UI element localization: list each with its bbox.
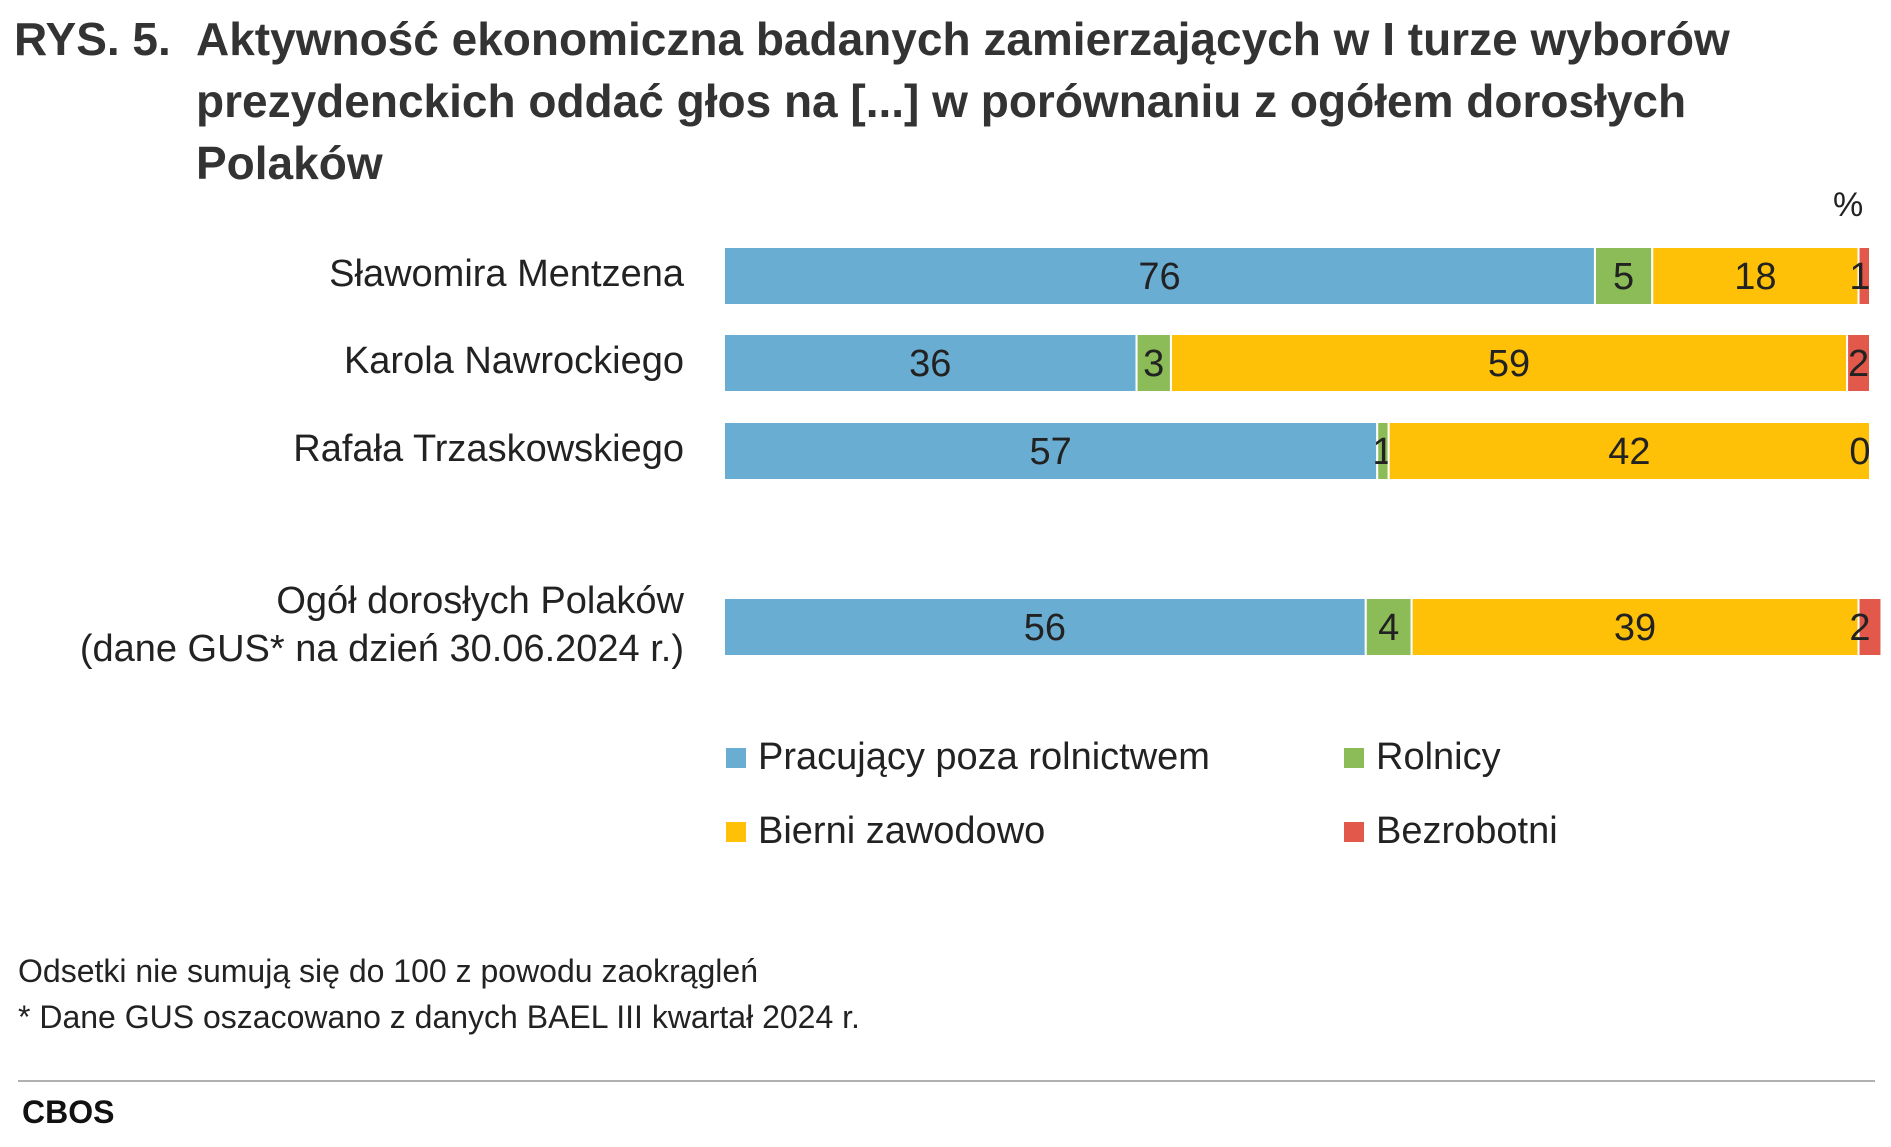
legend-swatch-1 bbox=[726, 747, 746, 768]
unit-label: % bbox=[1833, 186, 1864, 224]
bar-segment-4-3 bbox=[1410, 597, 1860, 657]
category-label-4-line-2: (dane GUS* na dzień 30.06.2024 r.) bbox=[79, 628, 684, 670]
source-label: CBOS bbox=[22, 1094, 115, 1130]
category-label-1-line-1: Sławomira Mentzena bbox=[329, 253, 684, 295]
note-gus-source: * Dane GUS oszacowano z danych BAEL III … bbox=[18, 999, 860, 1035]
bar-segment-2-2 bbox=[1135, 333, 1172, 393]
bar-segment-3-3 bbox=[1387, 421, 1872, 481]
note-rounding: Odsetki nie sumują się do 100 z powodu z… bbox=[18, 953, 758, 989]
data-label-2-1: 36 bbox=[909, 343, 951, 385]
legend-item-1: Pracujący poza rolnictwem bbox=[726, 736, 1210, 779]
legend-swatch-3 bbox=[726, 821, 746, 842]
stacked-bar-chart: 76 5 18 136 3 59 257 1 42 056 4 39 2 bbox=[723, 246, 1883, 657]
data-label-4-2: 4 bbox=[1378, 607, 1399, 649]
data-label-2-4: 2 bbox=[1848, 343, 1869, 385]
category-label-2: Karola Nawrockiego bbox=[344, 337, 684, 385]
bar-segment-2-3 bbox=[1169, 333, 1849, 393]
category-label-2-line-1: Karola Nawrockiego bbox=[343, 340, 684, 382]
category-label-3: Rafała Trzaskowskiego bbox=[293, 425, 684, 473]
data-label-1-4: 1 bbox=[1849, 256, 1870, 298]
bar-segment-4-4 bbox=[1857, 597, 1883, 657]
category-label-1: Sławomira Mentzena bbox=[329, 250, 684, 298]
bar-segment-1-3 bbox=[1651, 246, 1860, 306]
bar-segment-4-2 bbox=[1364, 597, 1413, 657]
category-label-4: Ogół dorosłych Polaków (dane GUS* na dzie… bbox=[80, 577, 684, 673]
data-label-2-3: 59 bbox=[1488, 343, 1530, 385]
data-label-4-3: 39 bbox=[1614, 607, 1656, 649]
legend-swatch-2 bbox=[1344, 747, 1364, 768]
legend-label-3: Bierni zawodowo bbox=[758, 810, 1046, 852]
chart-title-text: Aktywność ekonomiczna badanych zamierzaj… bbox=[196, 13, 1730, 189]
footer-divider bbox=[18, 1080, 1875, 1082]
legend-label-4: Bezrobotni bbox=[1376, 810, 1558, 852]
legend-item-2: Rolnicy bbox=[1344, 736, 1501, 779]
data-label-4-1: 56 bbox=[1024, 607, 1066, 649]
figure-number: RYS. 5. bbox=[14, 13, 171, 65]
data-label-3-4: 0 bbox=[1849, 431, 1870, 473]
data-label-3-1: 57 bbox=[1029, 431, 1071, 473]
bar-segment-1-4 bbox=[1857, 246, 1872, 306]
category-label-3-line-1: Rafała Trzaskowskiego bbox=[293, 428, 684, 470]
bar-segment-2-1 bbox=[723, 333, 1138, 393]
legend-swatch-4 bbox=[1344, 821, 1364, 842]
legend-item-3: Bierni zawodowo bbox=[726, 810, 1045, 853]
data-label-1-1: 76 bbox=[1138, 256, 1180, 298]
chart-title: RYS. 5. Aktywność ekonomiczna badanych z… bbox=[14, 8, 1874, 194]
data-label-2-2: 3 bbox=[1143, 343, 1164, 385]
data-label-1-2: 5 bbox=[1613, 256, 1634, 298]
data-label-3-3: 42 bbox=[1608, 431, 1650, 473]
category-label-4-line-1: Ogół dorosłych Polaków bbox=[276, 580, 684, 622]
legend-label-2: Rolnicy bbox=[1376, 736, 1501, 778]
notes: Odsetki nie sumują się do 100 z powodu z… bbox=[18, 948, 860, 1040]
bar-segment-2-4 bbox=[1846, 333, 1871, 393]
data-label-4-4: 2 bbox=[1849, 607, 1870, 649]
bar-segment-4-1 bbox=[723, 597, 1367, 657]
legend: Pracujący poza rolnictwem Rolnicy Bierni z… bbox=[726, 736, 1626, 896]
legend-item-4: Bezrobotni bbox=[1344, 810, 1558, 853]
data-label-1-3: 18 bbox=[1734, 256, 1776, 298]
legend-label-1: Pracujący poza rolnictwem bbox=[758, 736, 1210, 778]
